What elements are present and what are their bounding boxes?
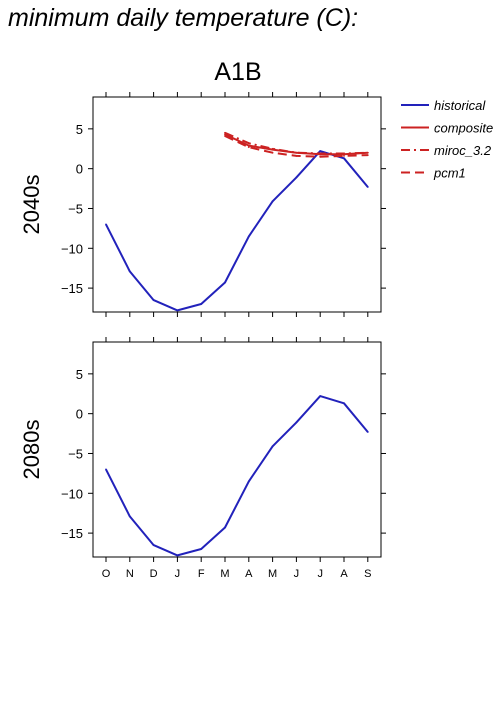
data-point-historical	[152, 544, 155, 546]
x-tick-label: A	[340, 568, 348, 580]
data-point-historical	[176, 309, 179, 312]
series-line-historical	[105, 395, 369, 557]
panel-label: 2040s	[19, 175, 44, 235]
y-tick-label: 0	[76, 162, 83, 177]
data-point-pcm1	[319, 155, 322, 158]
legend-item-historical: historical	[401, 98, 486, 113]
plot-frame	[92, 341, 382, 558]
data-point-historical	[128, 270, 131, 273]
data-point-pcm1	[295, 155, 298, 157]
data-point-historical	[224, 281, 226, 284]
panel-label: 2080s	[19, 420, 44, 480]
panel-2080s: −15 −10 −5 0 5 O N D J F M A M J J A S 2080s	[19, 337, 386, 580]
data-point-historical	[343, 402, 345, 405]
data-point-pcm1	[366, 154, 369, 157]
series-line-miroc_3.2	[224, 131, 368, 155]
y-tick-label: −5	[68, 446, 83, 461]
data-point-historical	[247, 480, 250, 483]
x-tick-label: J	[294, 568, 300, 580]
data-point-historical	[343, 157, 345, 160]
x-tick-label: J	[317, 568, 323, 580]
data-point-historical	[152, 299, 155, 301]
series-line-composite	[224, 133, 368, 156]
x-tick-label: A	[245, 568, 253, 580]
data-point-miroc_3.2	[271, 147, 274, 150]
legend-item-composite: composite	[401, 121, 493, 136]
x-tick-label: F	[198, 568, 205, 580]
data-point-historical	[176, 554, 179, 557]
data-point-pcm1	[271, 151, 274, 154]
data-point-historical	[247, 235, 250, 238]
data-point-historical	[366, 431, 369, 433]
page-title: minimum daily temperature (C):	[8, 4, 358, 32]
legend-label: historical	[434, 98, 486, 113]
x-tick-label: M	[268, 568, 277, 580]
data-point-miroc_3.2	[343, 152, 345, 155]
legend-item-pcm1: pcm1	[401, 166, 466, 181]
x-tick-label: O	[102, 568, 111, 580]
x-tick-label: N	[126, 568, 134, 580]
legend: historical composite miroc_3.2 pcm1	[401, 98, 493, 181]
data-point-historical	[224, 526, 226, 529]
legend-label: pcm1	[433, 166, 466, 181]
data-point-miroc_3.2	[247, 142, 250, 145]
data-point-miroc_3.2	[224, 131, 226, 134]
y-tick-label: −15	[61, 526, 83, 541]
y-tick-label: −10	[61, 241, 83, 256]
legend-label: composite	[434, 121, 493, 136]
data-point-historical	[319, 395, 322, 398]
data-point-miroc_3.2	[366, 151, 369, 154]
y-tick-label: −10	[61, 486, 83, 501]
data-point-historical	[271, 445, 274, 448]
x-tick-label: J	[175, 568, 181, 580]
x-tick-label: D	[150, 568, 158, 580]
data-point-historical	[366, 186, 369, 188]
data-point-historical	[200, 548, 203, 550]
y-tick-label: 5	[76, 122, 83, 137]
x-tick-label: S	[364, 568, 371, 580]
data-point-historical	[319, 150, 322, 153]
y-tick-label: −15	[61, 281, 83, 296]
data-point-historical	[105, 223, 107, 226]
data-point-historical	[295, 176, 298, 179]
data-point-historical	[128, 515, 131, 518]
scenario-title: A1B	[214, 58, 261, 86]
data-point-historical	[271, 200, 274, 203]
series-line-historical	[105, 150, 369, 312]
data-point-pcm1	[224, 135, 226, 137]
plot-frame	[92, 96, 382, 313]
data-point-pcm1	[343, 155, 345, 157]
data-point-miroc_3.2	[319, 152, 322, 155]
legend-label: miroc_3.2	[434, 143, 492, 158]
data-point-historical	[105, 468, 107, 471]
data-point-miroc_3.2	[295, 151, 298, 154]
data-point-historical	[295, 421, 298, 424]
x-tick-label: M	[220, 568, 229, 580]
chart-panels: −15 −10 −5 0 5 2040s −15 −10 −5 0 5 O N D J F M A M J J A S 208…	[19, 92, 386, 580]
legend-item-miroc_3.2: miroc_3.2	[401, 143, 492, 158]
panel-2040s: −15 −10 −5 0 5 2040s	[19, 92, 386, 317]
data-point-composite	[247, 144, 250, 147]
y-tick-label: 0	[76, 407, 83, 422]
data-point-pcm1	[247, 146, 250, 149]
data-point-historical	[200, 303, 203, 305]
y-tick-label: 5	[76, 367, 83, 382]
y-tick-label: −5	[68, 201, 83, 216]
